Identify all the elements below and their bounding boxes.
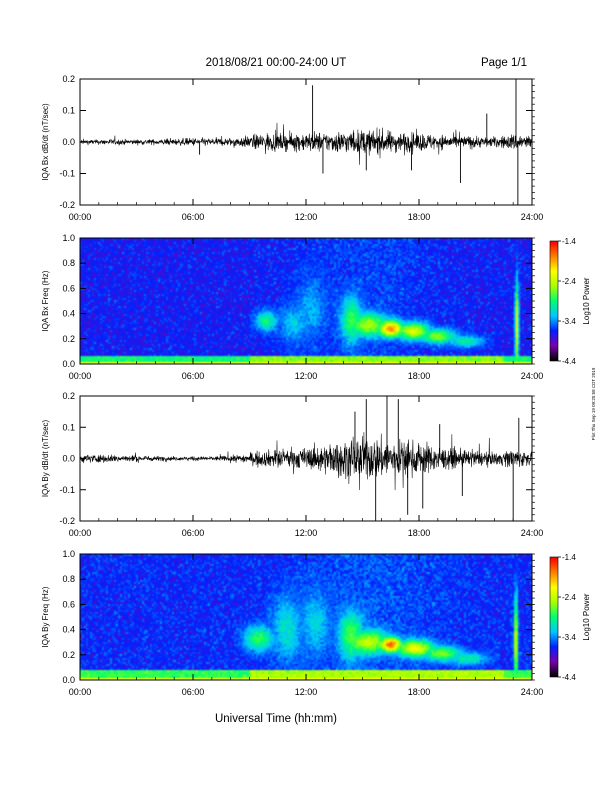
page-header-page: Page 1/1 bbox=[481, 57, 527, 69]
y-tick-label: 0.4 bbox=[62, 309, 75, 319]
bx-dbdt-panel: 00:00 06:00 12:00 18:00 24:00 0.2 0.1 0.0 -0.1 -0… bbox=[41, 74, 543, 222]
x-tick-label: 00:00 bbox=[69, 212, 92, 222]
colorbar-label: Log10 Power bbox=[582, 277, 591, 324]
x-tick-label: 18:00 bbox=[408, 371, 431, 381]
y-tick-label: 0.0 bbox=[62, 137, 75, 147]
y-tick-label: 0.2 bbox=[62, 74, 75, 84]
colorbar bbox=[550, 241, 558, 361]
x-tick-label: 12:00 bbox=[295, 687, 318, 697]
y-tick-label: 0.6 bbox=[62, 599, 75, 609]
colorbar-tick-label: -2.4 bbox=[562, 593, 576, 602]
y-tick-label: 0.1 bbox=[62, 106, 75, 116]
spectrogram-image bbox=[80, 238, 532, 364]
x-tick-label: 00:00 bbox=[69, 687, 92, 697]
y-tick-label: -0.1 bbox=[59, 169, 75, 179]
y-tick-label: 0.0 bbox=[62, 359, 75, 369]
colorbar-tick-label: -3.4 bbox=[562, 633, 576, 642]
x-tick-label: 00:00 bbox=[69, 371, 92, 381]
x-axis-title: Universal Time (hh:mm) bbox=[215, 713, 337, 725]
x-tick-label: 06:00 bbox=[182, 687, 205, 697]
bx-spectrogram-panel: 00:00 06:00 12:00 18:00 24:00 1.0 0.8 0.6 0.4 0.2… bbox=[41, 233, 591, 381]
x-tick-label: 18:00 bbox=[408, 528, 431, 538]
colorbar-tick-label: -4.4 bbox=[562, 357, 576, 366]
colorbar-tick-label: -3.4 bbox=[562, 317, 576, 326]
y-tick-label: -0.1 bbox=[59, 485, 75, 495]
page-header-date: 2018/08/21 00:00-24:00 UT bbox=[206, 57, 347, 69]
colorbar-tick-label: -2.4 bbox=[562, 277, 576, 286]
y-tick-label: 0.2 bbox=[62, 391, 75, 401]
x-tick-label: 06:00 bbox=[182, 528, 205, 538]
x-tick-label: 24:00 bbox=[521, 687, 544, 697]
colorbar-frame bbox=[549, 556, 559, 678]
y-axis-title: IQA Bx dB/dt (nT/sec) bbox=[41, 103, 50, 181]
y-tick-label: 1.0 bbox=[62, 233, 75, 243]
y-tick-label: -0.2 bbox=[59, 516, 75, 526]
by-dbdt-panel: 00:00 06:00 12:00 18:00 24:00 0.2 0.1 0.0 -0.1 -0… bbox=[41, 391, 543, 538]
y-tick-label: 0.8 bbox=[62, 574, 75, 584]
y-tick-label: 0.2 bbox=[62, 334, 75, 344]
x-tick-label: 12:00 bbox=[295, 212, 318, 222]
x-tick-label: 24:00 bbox=[521, 528, 544, 538]
colorbar-label: Log10 Power bbox=[582, 593, 591, 640]
y-tick-label: 1.0 bbox=[62, 549, 75, 559]
x-tick-label: 24:00 bbox=[521, 371, 544, 381]
x-tick-label: 18:00 bbox=[408, 212, 431, 222]
y-tick-label: 0.1 bbox=[62, 422, 75, 432]
x-tick-label: 00:00 bbox=[69, 528, 92, 538]
spectrogram-image bbox=[80, 554, 532, 680]
y-axis-title: IQA By Freq (Hz) bbox=[41, 586, 50, 647]
colorbar-tick-label: -1.4 bbox=[562, 553, 576, 562]
by-spectrogram-panel: 00:00 06:00 12:00 18:00 24:00 1.0 0.8 0.6 0.4 0.2… bbox=[41, 549, 591, 697]
x-tick-label: 06:00 bbox=[182, 212, 205, 222]
y-tick-label: 0.6 bbox=[62, 283, 75, 293]
x-tick-label: 18:00 bbox=[408, 687, 431, 697]
y-axis-title: IQA By dB/dt (nT/sec) bbox=[41, 419, 50, 497]
colorbar-tick-label: -1.4 bbox=[562, 237, 576, 246]
x-tick-label: 12:00 bbox=[295, 371, 318, 381]
plot-timestamp-note: Plot Thu Sep 19 09:25:58 CDT 2019 bbox=[591, 367, 596, 440]
x-tick-label: 06:00 bbox=[182, 371, 205, 381]
dbdt-series-line bbox=[79, 122, 533, 165]
y-tick-label: 0.0 bbox=[62, 675, 75, 685]
colorbar-frame bbox=[549, 240, 559, 362]
x-tick-label: 12:00 bbox=[295, 528, 318, 538]
dbdt-series-line bbox=[79, 432, 533, 491]
y-tick-label: -0.2 bbox=[59, 200, 75, 210]
y-tick-label: 0.8 bbox=[62, 258, 75, 268]
x-tick-label: 24:00 bbox=[521, 212, 544, 222]
y-tick-label: 0.0 bbox=[62, 454, 75, 464]
y-axis-title: IQA Bx Freq (Hz) bbox=[41, 270, 50, 331]
y-tick-label: 0.2 bbox=[62, 650, 75, 660]
colorbar-tick-label: -4.4 bbox=[562, 673, 576, 682]
y-tick-label: 0.4 bbox=[62, 625, 75, 635]
colorbar bbox=[550, 557, 558, 677]
